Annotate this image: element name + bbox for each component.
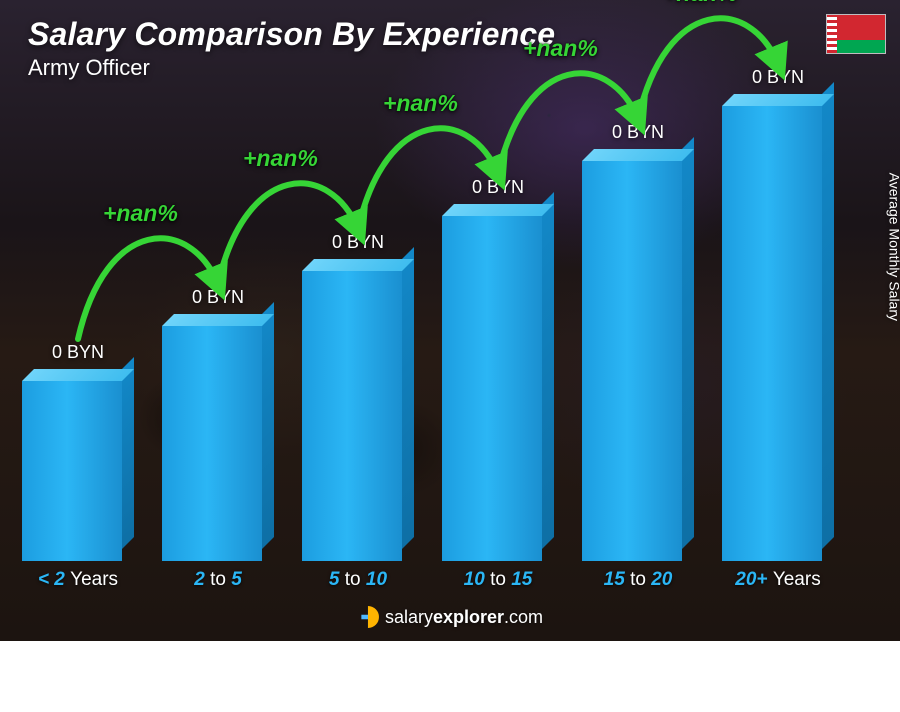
bar <box>722 106 834 561</box>
salaryexplorer-logo-icon <box>357 606 379 628</box>
increase-label: +nan% <box>243 145 318 172</box>
footer-brand: salaryexplorer.com <box>385 607 543 628</box>
bar-value-label: 0 BYN <box>162 287 274 308</box>
bar-category-label: 2 to 5 <box>162 569 274 591</box>
page-title: Salary Comparison By Experience <box>28 16 555 53</box>
footer: salaryexplorer.com <box>0 606 900 633</box>
bar-value-label: 0 BYN <box>722 67 834 88</box>
bar <box>582 161 694 561</box>
bar-category-label: 10 to 15 <box>442 569 554 591</box>
bar-value-label: 0 BYN <box>442 177 554 198</box>
bar-value-label: 0 BYN <box>302 232 414 253</box>
bar <box>162 326 274 561</box>
bar-category-label: 5 to 10 <box>302 569 414 591</box>
y-axis-label: Average Monthly Salary <box>886 172 900 320</box>
bar <box>442 216 554 561</box>
salary-bar-chart: 0 BYN < 2 Years 0 BYN 2 to 5 0 BYN 5 to 10 0 B… <box>22 71 860 591</box>
bar <box>22 381 134 561</box>
bar-value-label: 0 BYN <box>22 342 134 363</box>
increase-label: +nan% <box>383 90 458 117</box>
flag-belarus-icon <box>826 14 886 54</box>
bar-category-label: < 2 Years <box>22 569 134 591</box>
bar <box>302 271 414 561</box>
bar-category-label: 20+ Years <box>722 569 834 591</box>
bar-category-label: 15 to 20 <box>582 569 694 591</box>
increase-label: +nan% <box>103 200 178 227</box>
bar-value-label: 0 BYN <box>582 122 694 143</box>
